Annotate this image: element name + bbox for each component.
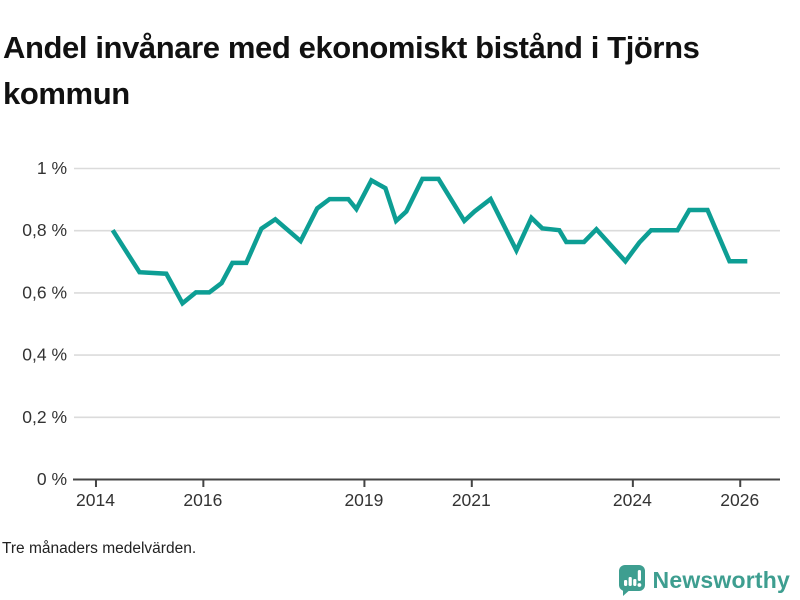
newsworthy-wordmark: Newsworthy — [652, 566, 790, 593]
x-axis-tick-label: 2014 — [76, 490, 115, 510]
y-axis-tick-label: 0,4 % — [22, 345, 67, 365]
y-axis-tick-label: 0,2 % — [22, 407, 67, 427]
line-chart: 0 % 0,2 % 0,4 % 0,6 % 0,8 % 1 % 2014 2016 2019 20… — [22, 158, 780, 510]
y-axis-tick-label: 0 % — [37, 469, 67, 489]
x-axis-tick-label: 2019 — [344, 490, 383, 510]
newsworthy-logo: Newsworthy — [618, 564, 790, 596]
page-title: Andel invånare med ekonomiskt bistånd i … — [3, 29, 700, 111]
y-axis-tick-label: 1 % — [37, 158, 67, 178]
x-axis-tick-label: 2026 — [720, 490, 759, 510]
y-axis-tick-label: 0,6 % — [22, 282, 67, 302]
x-axis-tick-label: 2024 — [613, 490, 652, 510]
newsworthy-icon — [618, 564, 645, 596]
data-series-line — [110, 176, 748, 307]
y-axis-tick-label: 0,8 % — [22, 220, 67, 240]
x-axis-tick-label: 2021 — [452, 490, 491, 510]
x-axis-tick-label: 2016 — [183, 490, 222, 510]
chart-footnote: Tre månaders medelvärden. — [2, 540, 197, 557]
